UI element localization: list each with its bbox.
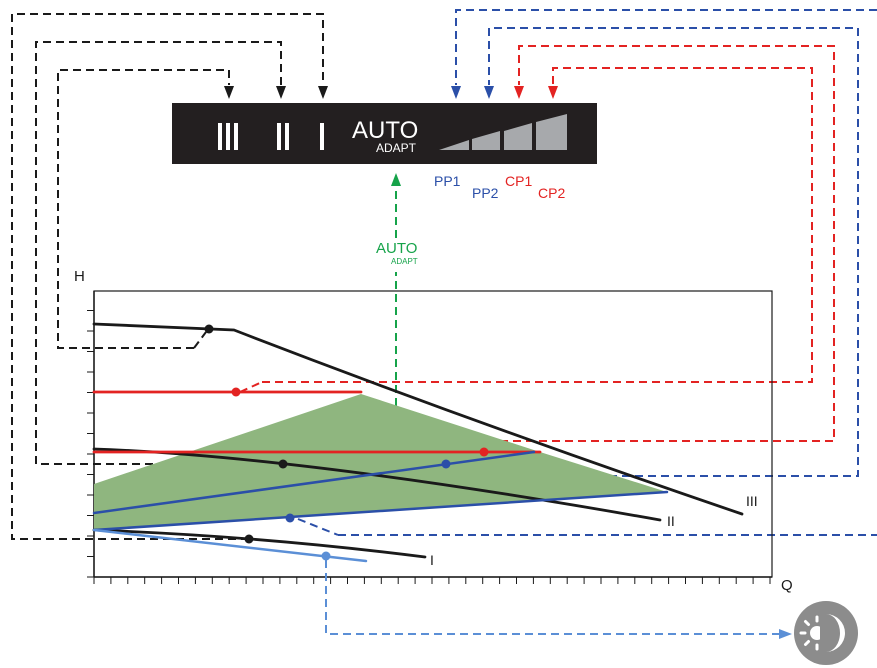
connector-PP2 bbox=[488, 27, 859, 477]
mode-label-CP1: CP1 bbox=[505, 173, 532, 189]
night-connector bbox=[325, 560, 792, 639]
point-night bbox=[321, 551, 331, 561]
auto-adapt-adapt: ADAPT bbox=[391, 257, 418, 266]
arrow-down-icon bbox=[514, 86, 524, 99]
curve-labels: III II I bbox=[430, 493, 758, 568]
curve-label-I: I bbox=[430, 552, 434, 568]
red-arrowheads bbox=[514, 86, 558, 99]
arrow-down-icon bbox=[276, 86, 286, 99]
black-arrowheads bbox=[224, 86, 328, 99]
arrow-down-icon bbox=[451, 86, 461, 99]
arrow-up-icon bbox=[391, 173, 401, 186]
green-connector bbox=[391, 173, 401, 437]
auto-adapt-auto: AUTO bbox=[376, 240, 417, 257]
arrow-down-icon bbox=[224, 86, 234, 99]
curve-label-II: II bbox=[667, 513, 675, 529]
arrow-down-icon bbox=[548, 86, 558, 99]
arrow-right-icon bbox=[779, 629, 792, 639]
connector-PP1-top bbox=[455, 9, 877, 85]
curves bbox=[92, 322, 744, 563]
curve-PP1 bbox=[92, 490, 669, 532]
point-PP2 bbox=[441, 459, 451, 469]
connector-CP1 bbox=[262, 67, 813, 383]
point-CP1 bbox=[231, 387, 241, 397]
curve-night-setback bbox=[92, 528, 368, 563]
mode-CP2-indicator bbox=[536, 114, 567, 150]
mode-label-PP1: PP1 bbox=[434, 173, 461, 189]
arrow-down-icon bbox=[484, 86, 494, 99]
blue-arrowheads bbox=[451, 86, 494, 99]
sun-moon-icon bbox=[799, 614, 845, 652]
mode-label-CP2: CP2 bbox=[538, 185, 565, 201]
connector-CP2 bbox=[500, 45, 835, 442]
connector-speed-III bbox=[57, 69, 230, 349]
panel-adapt-label: ADAPT bbox=[376, 141, 417, 155]
control-panel: AUTO ADAPT bbox=[172, 103, 597, 164]
point-speed-III bbox=[204, 324, 214, 334]
point-speed-II bbox=[278, 459, 288, 469]
curve-label-III: III bbox=[746, 493, 758, 509]
black-connectors bbox=[11, 13, 324, 540]
mode-label-PP2: PP2 bbox=[472, 185, 499, 201]
y-axis-label: H bbox=[74, 268, 85, 285]
connector-CP1-link bbox=[239, 381, 263, 393]
x-axis-label: Q bbox=[781, 577, 793, 594]
y-axis-ticks bbox=[87, 310, 94, 578]
panel-auto-label[interactable]: AUTO bbox=[352, 117, 418, 144]
mode-labels: PP1 PP2 CP1 CP2 bbox=[434, 173, 565, 201]
speed-III-indicator[interactable] bbox=[218, 123, 238, 150]
point-PP1 bbox=[285, 513, 295, 523]
mode-PP2-indicator bbox=[472, 131, 500, 150]
arrow-down-icon bbox=[318, 86, 328, 99]
night-mode-circle bbox=[794, 601, 858, 665]
mode-CP1-indicator bbox=[504, 123, 532, 150]
mode-indicators[interactable] bbox=[439, 114, 567, 150]
connector-PP1-link bbox=[297, 518, 339, 536]
x-axis-ticks bbox=[93, 577, 771, 584]
speed-I-indicator[interactable] bbox=[320, 123, 324, 150]
point-speed-I bbox=[244, 534, 254, 544]
mode-PP1-indicator bbox=[439, 140, 469, 150]
curve-PP2 bbox=[92, 450, 536, 515]
auto-adapt-area bbox=[94, 394, 667, 530]
operating-points bbox=[204, 324, 489, 561]
connector-speed-I bbox=[11, 13, 324, 540]
connector-speed-III-link bbox=[193, 331, 207, 349]
auto-adapt-label: AUTO ADAPT bbox=[376, 240, 418, 266]
point-CP2 bbox=[479, 447, 489, 457]
curve-speed-I bbox=[92, 528, 427, 559]
speed-II-indicator[interactable] bbox=[277, 123, 289, 150]
connector-speed-II bbox=[35, 41, 283, 465]
curve-speed-III bbox=[92, 322, 744, 516]
night-mode-button[interactable] bbox=[794, 601, 858, 665]
